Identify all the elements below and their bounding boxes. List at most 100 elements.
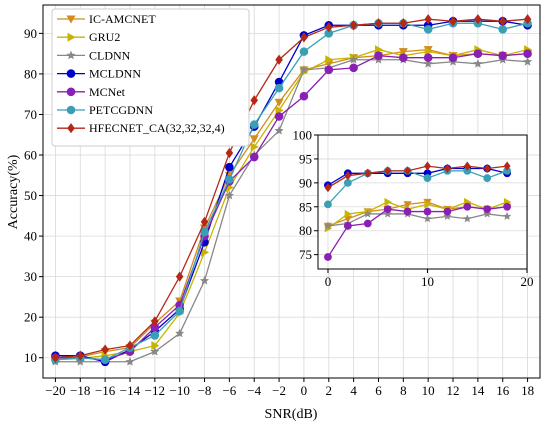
data-point: [249, 152, 259, 162]
data-point: [51, 352, 60, 363]
data-point: [325, 22, 333, 33]
data-point: [275, 54, 283, 65]
x-axis-label: SNR(dB): [265, 407, 318, 422]
data-point: [474, 14, 482, 25]
main-x-tick-label: 10: [422, 383, 435, 398]
main-y-tick-label: 90: [24, 26, 37, 41]
legend-label: GRU2: [89, 30, 120, 44]
inset-data-point: [443, 207, 452, 216]
series-6: [51, 14, 532, 363]
inset-y-tick-label: 90: [299, 175, 312, 190]
legend-label: PETCGDNN: [89, 103, 153, 117]
data-point: [274, 83, 284, 93]
data-point: [200, 216, 209, 228]
inset-series-group: [323, 161, 512, 261]
legend-label: CLDNN: [89, 48, 131, 62]
data-point: [473, 59, 483, 68]
inset-data-point: [443, 163, 451, 174]
legend-marker: [67, 123, 75, 134]
data-point: [101, 344, 109, 355]
main-x-tick-label: 12: [447, 383, 460, 398]
data-point: [126, 340, 134, 351]
data-point: [498, 25, 508, 34]
data-point: [424, 14, 432, 25]
inset-data-point: [323, 221, 333, 230]
legend-box: [51, 8, 250, 147]
inset-data-point: [324, 200, 332, 209]
inset-series-line: [327, 165, 508, 189]
data-point: [324, 65, 334, 75]
main-x-tick-label: 0: [301, 383, 308, 398]
data-point: [448, 53, 458, 63]
legend-label: IC-AMCNET: [89, 12, 156, 26]
inset-series-line: [327, 213, 508, 227]
main-x-tick-label: 16: [496, 383, 510, 398]
inset-data-point: [344, 171, 352, 181]
main-x-tick-label: −18: [70, 383, 90, 398]
data-point: [300, 32, 308, 43]
inset-chart: 0 10 20 75 80 85 90 95 100: [293, 128, 534, 290]
data-point: [249, 135, 259, 144]
inset-data-point: [424, 161, 431, 171]
inset-data-point: [463, 161, 471, 171]
inset-data-point: [384, 166, 392, 176]
inset-data-point: [423, 174, 432, 182]
series-line: [55, 59, 528, 363]
inset-data-point: [463, 214, 472, 223]
data-point: [100, 355, 110, 365]
inset-series-line: [327, 167, 508, 186]
legend-marker: [66, 15, 76, 24]
main-y-tick-label: 20: [24, 310, 37, 325]
main-y-tick-label: 50: [24, 188, 37, 203]
main-plot-frame: [42, 4, 541, 379]
data-point: [374, 18, 383, 29]
main-x-tick-label: 14: [471, 383, 485, 398]
data-point: [423, 25, 433, 34]
inset-series-line: [327, 201, 508, 229]
data-point: [349, 63, 358, 73]
inset-x-ticks: 0 10 20: [325, 269, 534, 289]
inset-data-point: [443, 211, 452, 220]
data-point: [523, 56, 533, 66]
inset-data-point: [483, 174, 492, 182]
main-y-ticks: 10 20 30 40 50 60 70 80 90: [24, 26, 43, 365]
inset-data-point: [463, 202, 472, 211]
main-x-tick-label: −20: [45, 383, 65, 398]
inset-data-point: [324, 182, 332, 193]
main-x-tick-label: 6: [375, 383, 382, 398]
inset-data-point: [403, 201, 412, 209]
data-point: [76, 350, 85, 361]
data-point: [175, 328, 185, 338]
legend-entry: PETCGDNN: [57, 103, 153, 117]
data-point: [299, 91, 309, 101]
inset-data-point: [423, 214, 432, 223]
data-point: [175, 271, 184, 282]
inset-data-point: [383, 209, 392, 218]
data-point: [151, 341, 160, 351]
main-x-tick-label: 18: [521, 383, 534, 398]
y-axis-label: Accuracy(%): [6, 154, 21, 229]
inset-plot-frame: [317, 134, 528, 270]
data-point: [349, 54, 359, 64]
data-point: [299, 47, 309, 56]
inset-data-point: [363, 219, 372, 228]
inset-y-tick-label: 75: [299, 247, 312, 262]
inset-y-tick-label: 85: [299, 199, 312, 214]
inset-y-ticks: 75 80 85 90 95 100: [293, 128, 318, 262]
legend-marker: [66, 105, 76, 115]
data-point: [423, 59, 433, 68]
data-point: [225, 175, 234, 184]
data-point: [175, 306, 184, 316]
main-x-tick-label: −6: [222, 383, 236, 398]
inset-y-tick-label: 80: [299, 223, 312, 238]
data-point: [225, 162, 234, 172]
main-x-tick-label: −4: [247, 383, 261, 398]
data-point: [150, 331, 160, 340]
legend-entry: MCLDNN: [57, 67, 141, 81]
inset-x-tick-label: 20: [521, 274, 534, 289]
data-point: [399, 53, 408, 63]
data-point: [423, 53, 433, 63]
legend-marker: [66, 87, 76, 97]
data-point: [151, 316, 159, 327]
data-point: [449, 16, 457, 27]
